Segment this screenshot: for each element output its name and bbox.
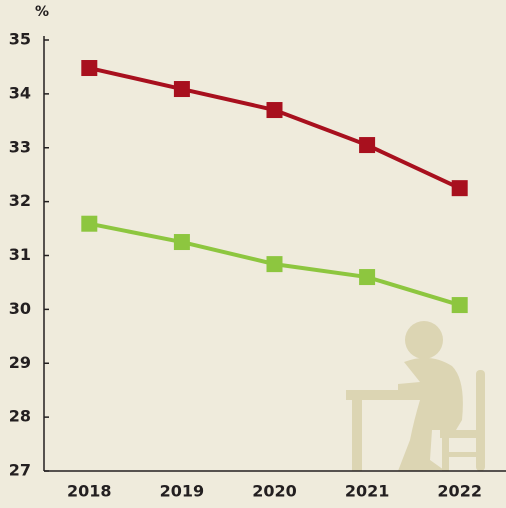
- chair-bar: [442, 452, 482, 457]
- y-tick-label: 32: [9, 191, 31, 210]
- y-tick-label: 28: [9, 407, 31, 426]
- data-point: [359, 269, 375, 285]
- data-point: [81, 216, 97, 232]
- x-tick-label: 2021: [345, 482, 390, 501]
- desk-leg: [352, 400, 362, 471]
- data-point: [359, 137, 375, 153]
- x-tick-label: 2020: [252, 482, 297, 501]
- chair-seat: [440, 430, 484, 438]
- y-tick-label: 27: [9, 461, 31, 480]
- y-tick-label: 35: [9, 30, 31, 49]
- page: % 27 28 29 30 31 32 33 34 35 2018 2019 2020 2021 2022…: [0, 0, 506, 508]
- chart: % 27 28 29 30 31 32 33 34 35 2018 2019 2020 2021 2022: [0, 0, 506, 508]
- data-point: [452, 297, 468, 313]
- x-tick-label: 2018: [67, 482, 112, 501]
- y-unit-label: %: [35, 4, 49, 20]
- y-tick-label: 34: [9, 83, 31, 102]
- data-point: [174, 81, 190, 97]
- data-point: [267, 256, 283, 272]
- x-tick-label: 2019: [160, 482, 205, 501]
- data-point: [267, 102, 283, 118]
- data-point: [452, 180, 468, 196]
- y-tick-label: 33: [9, 137, 31, 156]
- data-point: [174, 234, 190, 250]
- y-tick-label: 30: [9, 299, 31, 318]
- y-tick-label: 31: [9, 245, 31, 264]
- x-tick-label: 2022: [437, 482, 482, 501]
- y-tick-label: 29: [9, 353, 31, 372]
- data-point: [81, 60, 97, 76]
- head: [405, 321, 443, 359]
